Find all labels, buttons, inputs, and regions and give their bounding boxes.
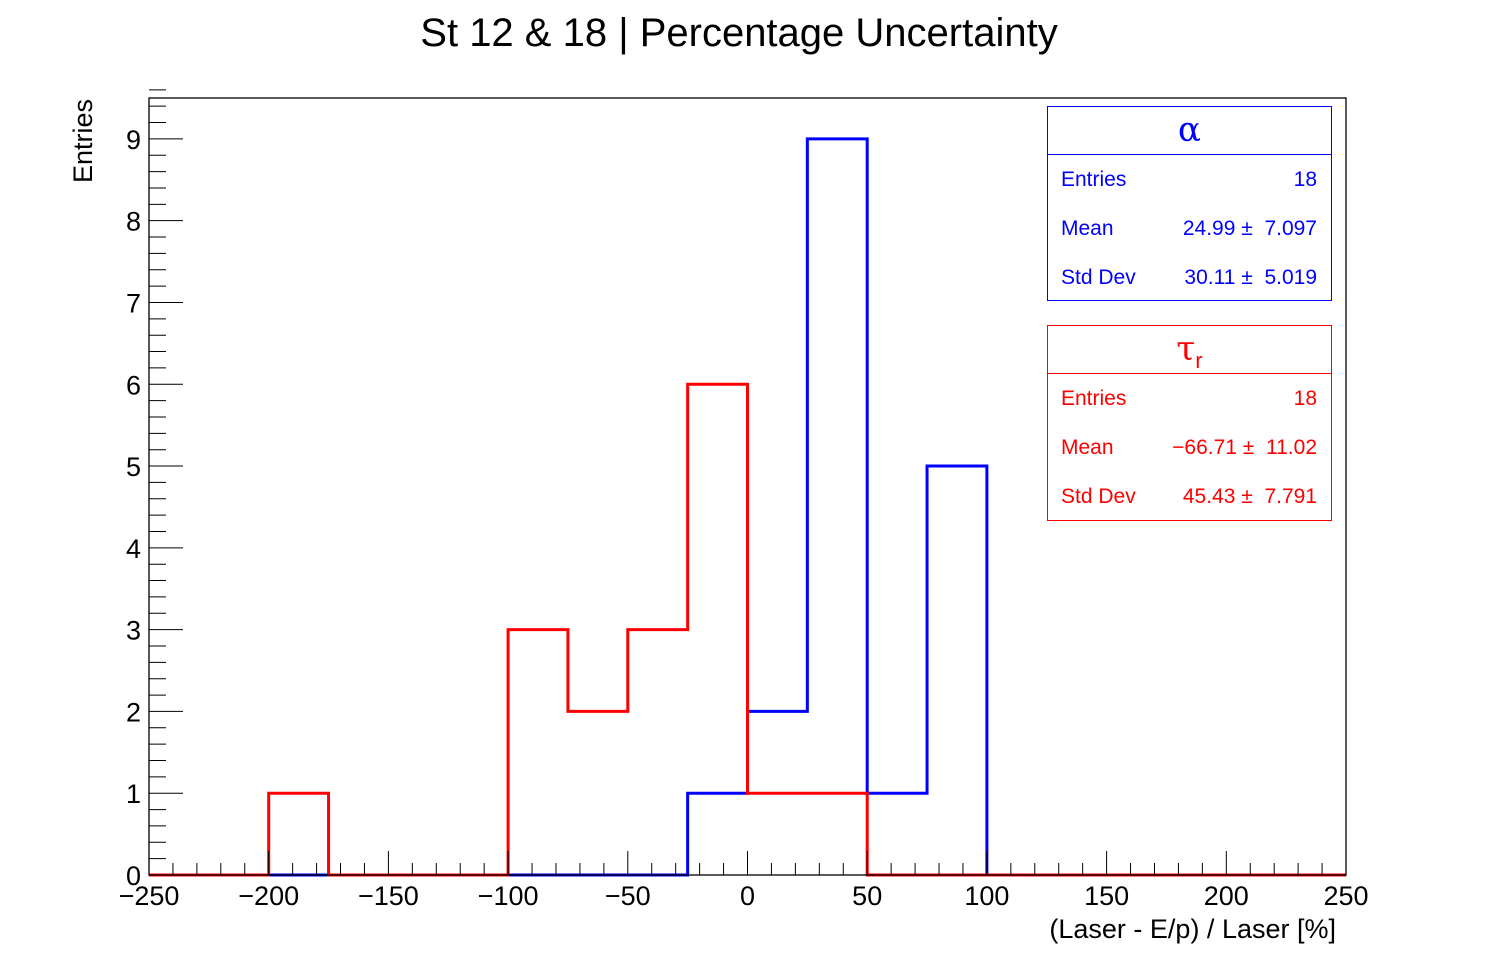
y-axis-label: Entries — [68, 99, 98, 183]
stats-label: Mean — [1061, 217, 1114, 240]
stats-label: Mean — [1061, 436, 1114, 459]
x-tick-label: 250 — [1323, 881, 1368, 911]
stats-row-entries: Entries 18 — [1048, 155, 1331, 204]
y-tick-label: 7 — [126, 288, 141, 318]
stats-value: 18 — [1293, 387, 1317, 410]
stats-label: Entries — [1061, 387, 1127, 410]
stats-box-name: α — [1178, 110, 1201, 150]
stats-row-entries: Entries 18 — [1048, 374, 1331, 423]
stats-value: 30.11 ± 5.019 — [1184, 266, 1317, 289]
x-tick-label: −150 — [358, 881, 419, 911]
x-tick-label: 200 — [1204, 881, 1249, 911]
x-tick-label: 50 — [852, 881, 882, 911]
stats-box-subscript: r — [1195, 347, 1203, 373]
x-tick-label: −50 — [605, 881, 651, 911]
stats-value: −66.71 ± 11.02 — [1172, 436, 1317, 459]
y-tick-label: 3 — [126, 616, 141, 646]
stats-box-title: τr — [1048, 326, 1331, 374]
x-tick-label: −200 — [238, 881, 299, 911]
stats-box-tau: τr Entries 18 Mean −66.71 ± 11.02 Std De… — [1047, 325, 1332, 521]
stats-label: Entries — [1061, 168, 1127, 191]
y-tick-label: 0 — [126, 861, 141, 891]
stats-row-mean: Mean −66.71 ± 11.02 — [1048, 423, 1331, 472]
stats-box-title: α — [1048, 107, 1331, 155]
stats-label: Std Dev — [1061, 266, 1136, 289]
y-tick-label: 8 — [126, 207, 141, 237]
y-tick-label: 9 — [126, 125, 141, 155]
x-tick-label: −100 — [478, 881, 539, 911]
y-tick-label: 1 — [126, 779, 141, 809]
x-axis-label: (Laser - E/p) / Laser [%] — [1049, 914, 1336, 944]
stats-label: Std Dev — [1061, 485, 1136, 508]
stats-value: 24.99 ± 7.097 — [1182, 217, 1317, 240]
chart-title: St 12 & 18 | Percentage Uncertainty — [420, 11, 1057, 55]
stats-value: 45.43 ± 7.791 — [1182, 485, 1317, 508]
stats-box-name: τ — [1176, 329, 1196, 369]
x-tick-label: 150 — [1084, 881, 1129, 911]
axes-layer: −250 −200 −150 −100 −50 0 50 100 150 200 250012345… — [119, 89, 1369, 911]
y-tick-label: 2 — [126, 697, 141, 727]
y-tick-label: 4 — [126, 534, 141, 564]
x-tick-label: −250 — [119, 881, 180, 911]
stats-row-mean: Mean 24.99 ± 7.097 — [1048, 204, 1331, 253]
x-tick-label: 100 — [964, 881, 1009, 911]
stats-value: 18 — [1293, 168, 1317, 191]
y-tick-label: 5 — [126, 452, 141, 482]
x-tick-label: 0 — [740, 881, 755, 911]
stats-row-stddev: Std Dev 45.43 ± 7.791 — [1048, 472, 1331, 521]
y-tick-label: 6 — [126, 370, 141, 400]
stats-row-stddev: Std Dev 30.11 ± 5.019 — [1048, 253, 1331, 302]
stats-box-alpha: α Entries 18 Mean 24.99 ± 7.097 Std Dev … — [1047, 106, 1332, 301]
